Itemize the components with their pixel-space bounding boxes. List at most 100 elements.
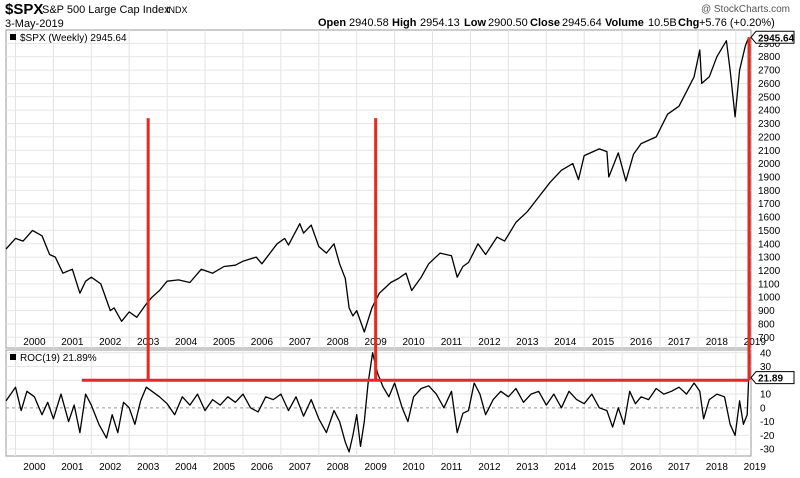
- x-tick-label: 2013: [516, 462, 539, 473]
- roc-legend: ROC(19) 21.89%: [10, 353, 97, 364]
- x-tick-label: 2001: [61, 462, 84, 473]
- price-y-tick-label: 1800: [758, 186, 781, 197]
- red-annotations: [81, 37, 751, 382]
- x-tick-label: 2007: [289, 462, 312, 473]
- chg-label: Chg: [678, 17, 699, 29]
- x-tick-label: 2016: [630, 462, 653, 473]
- price-y-tick-label: 900: [758, 306, 775, 317]
- roc-last-tag-pointer: [750, 371, 795, 385]
- x-tick-label: 2014: [554, 462, 577, 473]
- x-tick-label: 2019: [744, 337, 767, 348]
- chart-date: 3-May-2019: [5, 18, 64, 30]
- roc-y-tick-label: 30: [760, 362, 772, 373]
- exchange-label: INDX: [166, 5, 188, 15]
- roc-y-axis: 403020100-10-20-30: [760, 348, 775, 455]
- x-tick-label: 2011: [441, 337, 463, 348]
- chg-value: +5.76 (+0.20%): [699, 17, 775, 29]
- roc-y-tick-label: 10: [760, 390, 772, 401]
- symbol-title: $SPX: [5, 1, 43, 18]
- x-tick-label: 2006: [251, 462, 274, 473]
- x-tick-label: 2008: [327, 462, 350, 473]
- high-label: High: [392, 17, 417, 29]
- x-tick-label: 2011: [441, 462, 463, 473]
- x-tick-label: 2000: [23, 462, 46, 473]
- price-y-tick-label: 800: [758, 319, 775, 330]
- x-tick-label: 2005: [213, 462, 236, 473]
- price-y-tick-label: 2700: [758, 66, 781, 77]
- price-y-tick-label: 2100: [758, 146, 781, 157]
- price-panel-frame: [5, 29, 752, 349]
- x-tick-label: 2015: [592, 462, 615, 473]
- roc-y-tick-label: 0: [760, 403, 766, 414]
- price-legend: $SPX (Weekly) 2945.64: [10, 33, 127, 44]
- legend-swatch: [10, 34, 16, 40]
- quote-summary: Open 2940.58 High 2954.13 Low 2900.50 Cl…: [318, 17, 775, 29]
- x-tick-label: 2013: [516, 337, 539, 348]
- x-tick-label: 2018: [706, 337, 729, 348]
- x-tick-label: 2000: [23, 337, 46, 348]
- roc-y-tick-label: -20: [760, 431, 775, 442]
- watermark: @ StockCharts.com: [701, 4, 790, 15]
- x-tick-label: 2006: [251, 337, 274, 348]
- price-y-tick-label: 2000: [758, 159, 781, 170]
- x-tick-label: 2005: [213, 337, 236, 348]
- high-value: 2954.13: [420, 17, 460, 29]
- x-tick-label: 2017: [668, 462, 691, 473]
- price-y-tick-label: 2900: [758, 39, 781, 50]
- roc-y-tick-label: 40: [760, 348, 772, 359]
- roc-last-tag-text: 21.89: [758, 374, 783, 385]
- open-value: 2940.58: [349, 17, 389, 29]
- price-y-tick-label: 1300: [758, 253, 781, 264]
- x-tick-label: 2018: [706, 462, 729, 473]
- price-y-tick-label: 1100: [758, 279, 780, 290]
- x-tick-label: 2010: [402, 462, 425, 473]
- x-tick-label: 2004: [175, 462, 198, 473]
- price-y-tick-label: 1500: [758, 226, 781, 237]
- price-y-tick-label: 2200: [758, 132, 781, 143]
- x-tick-label: 2008: [327, 337, 350, 348]
- roc-line: [5, 352, 750, 453]
- close-value: 2945.64: [562, 17, 602, 29]
- price-line: [5, 37, 750, 333]
- x-tick-label: 2002: [99, 462, 122, 473]
- price-y-tick-label: 2300: [758, 119, 781, 130]
- price-legend-text: $SPX (Weekly) 2945.64: [20, 33, 127, 44]
- close-label: Close: [530, 17, 560, 29]
- volume-label: Volume: [605, 17, 644, 29]
- x-tick-label: 2012: [478, 462, 501, 473]
- price-panel-grid: [6, 30, 751, 348]
- roc-last-value: 21.89: [750, 371, 795, 385]
- price-last-tag-pointer: [750, 30, 795, 44]
- price-y-tick-label: 1700: [758, 199, 781, 210]
- price-y-tick-label: 1400: [758, 239, 781, 250]
- price-y-tick-label: 2500: [758, 92, 781, 103]
- legend-swatch: [10, 354, 16, 360]
- price-y-tick-label: 2400: [758, 106, 781, 117]
- x-tick-label: 2014: [554, 337, 577, 348]
- x-tick-label: 2010: [402, 337, 425, 348]
- x-tick-label: 2016: [630, 337, 653, 348]
- roc-panel-frame: [5, 349, 752, 457]
- price-y-tick-label: 700: [758, 333, 775, 344]
- price-last-value: 2945.64: [750, 30, 795, 44]
- price-y-tick-label: 1200: [758, 266, 781, 277]
- x-tick-label: 2007: [289, 337, 312, 348]
- roc-y-tick-label: -30: [760, 445, 775, 456]
- x-tick-label: 2009: [365, 462, 388, 473]
- x-tick-label: 2004: [175, 337, 198, 348]
- x-tick-label: 2002: [99, 337, 122, 348]
- open-label: Open: [318, 17, 346, 29]
- x-tick-label: 2015: [592, 337, 615, 348]
- x-tick-label: 2019: [744, 462, 767, 473]
- price-y-axis: 700 800 900 1000 1100 1200 1300 1400 1500 1600 170…: [758, 39, 781, 344]
- index-name: S&P 500 Large Cap Index: [42, 4, 170, 16]
- price-last-tag-text: 2945.64: [758, 33, 795, 44]
- price-y-tick-label: 2600: [758, 79, 781, 90]
- price-y-tick-label: 2800: [758, 52, 781, 63]
- price-y-tick-label: 1900: [758, 172, 781, 183]
- price-y-tick-label: 1600: [758, 213, 781, 224]
- x-tick-label: 2012: [478, 337, 501, 348]
- roc-y-tick-label: -10: [760, 417, 775, 428]
- volume-value: 10.5B: [648, 17, 677, 29]
